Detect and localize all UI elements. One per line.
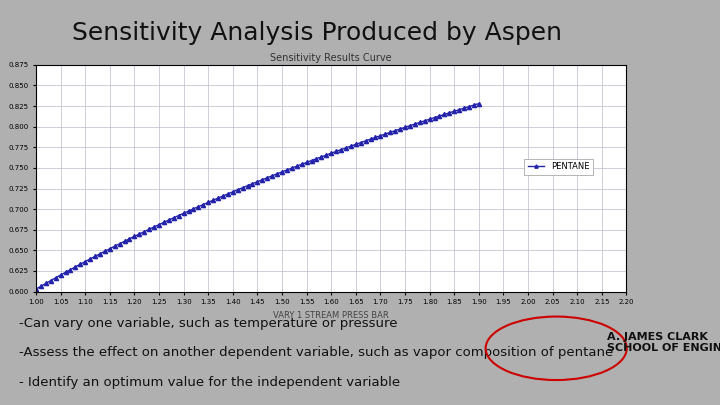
PENTANE xyxy=(464,104,473,109)
Legend: PENTANE: PENTANE xyxy=(524,159,593,175)
Text: Sensitivity Analysis Produced by Aspen: Sensitivity Analysis Produced by Aspen xyxy=(72,21,562,45)
PENTANE xyxy=(32,287,40,292)
PENTANE xyxy=(405,123,414,128)
Line: PENTANE: PENTANE xyxy=(34,102,481,291)
Title: Sensitivity Results Curve: Sensitivity Results Curve xyxy=(271,53,392,63)
PENTANE xyxy=(459,106,468,111)
Text: -Can vary one variable, such as temperature or pressure: -Can vary one variable, such as temperat… xyxy=(19,317,397,330)
Y-axis label: PENTANE: PENTANE xyxy=(0,159,3,198)
Text: - Identify an optimum value for the independent variable: - Identify an optimum value for the inde… xyxy=(19,375,400,388)
X-axis label: VARY 1 STREAM PRESS BAR: VARY 1 STREAM PRESS BAR xyxy=(274,311,389,320)
PENTANE xyxy=(86,256,94,261)
PENTANE xyxy=(474,101,483,106)
PENTANE xyxy=(135,232,144,237)
Text: A. JAMES CLARK
SCHOOL OF ENGINEERING: A. JAMES CLARK SCHOOL OF ENGINEERING xyxy=(606,332,720,354)
PENTANE xyxy=(145,227,153,232)
Text: -Assess the effect on another dependent variable, such as vapor composition of p: -Assess the effect on another dependent … xyxy=(19,346,613,359)
